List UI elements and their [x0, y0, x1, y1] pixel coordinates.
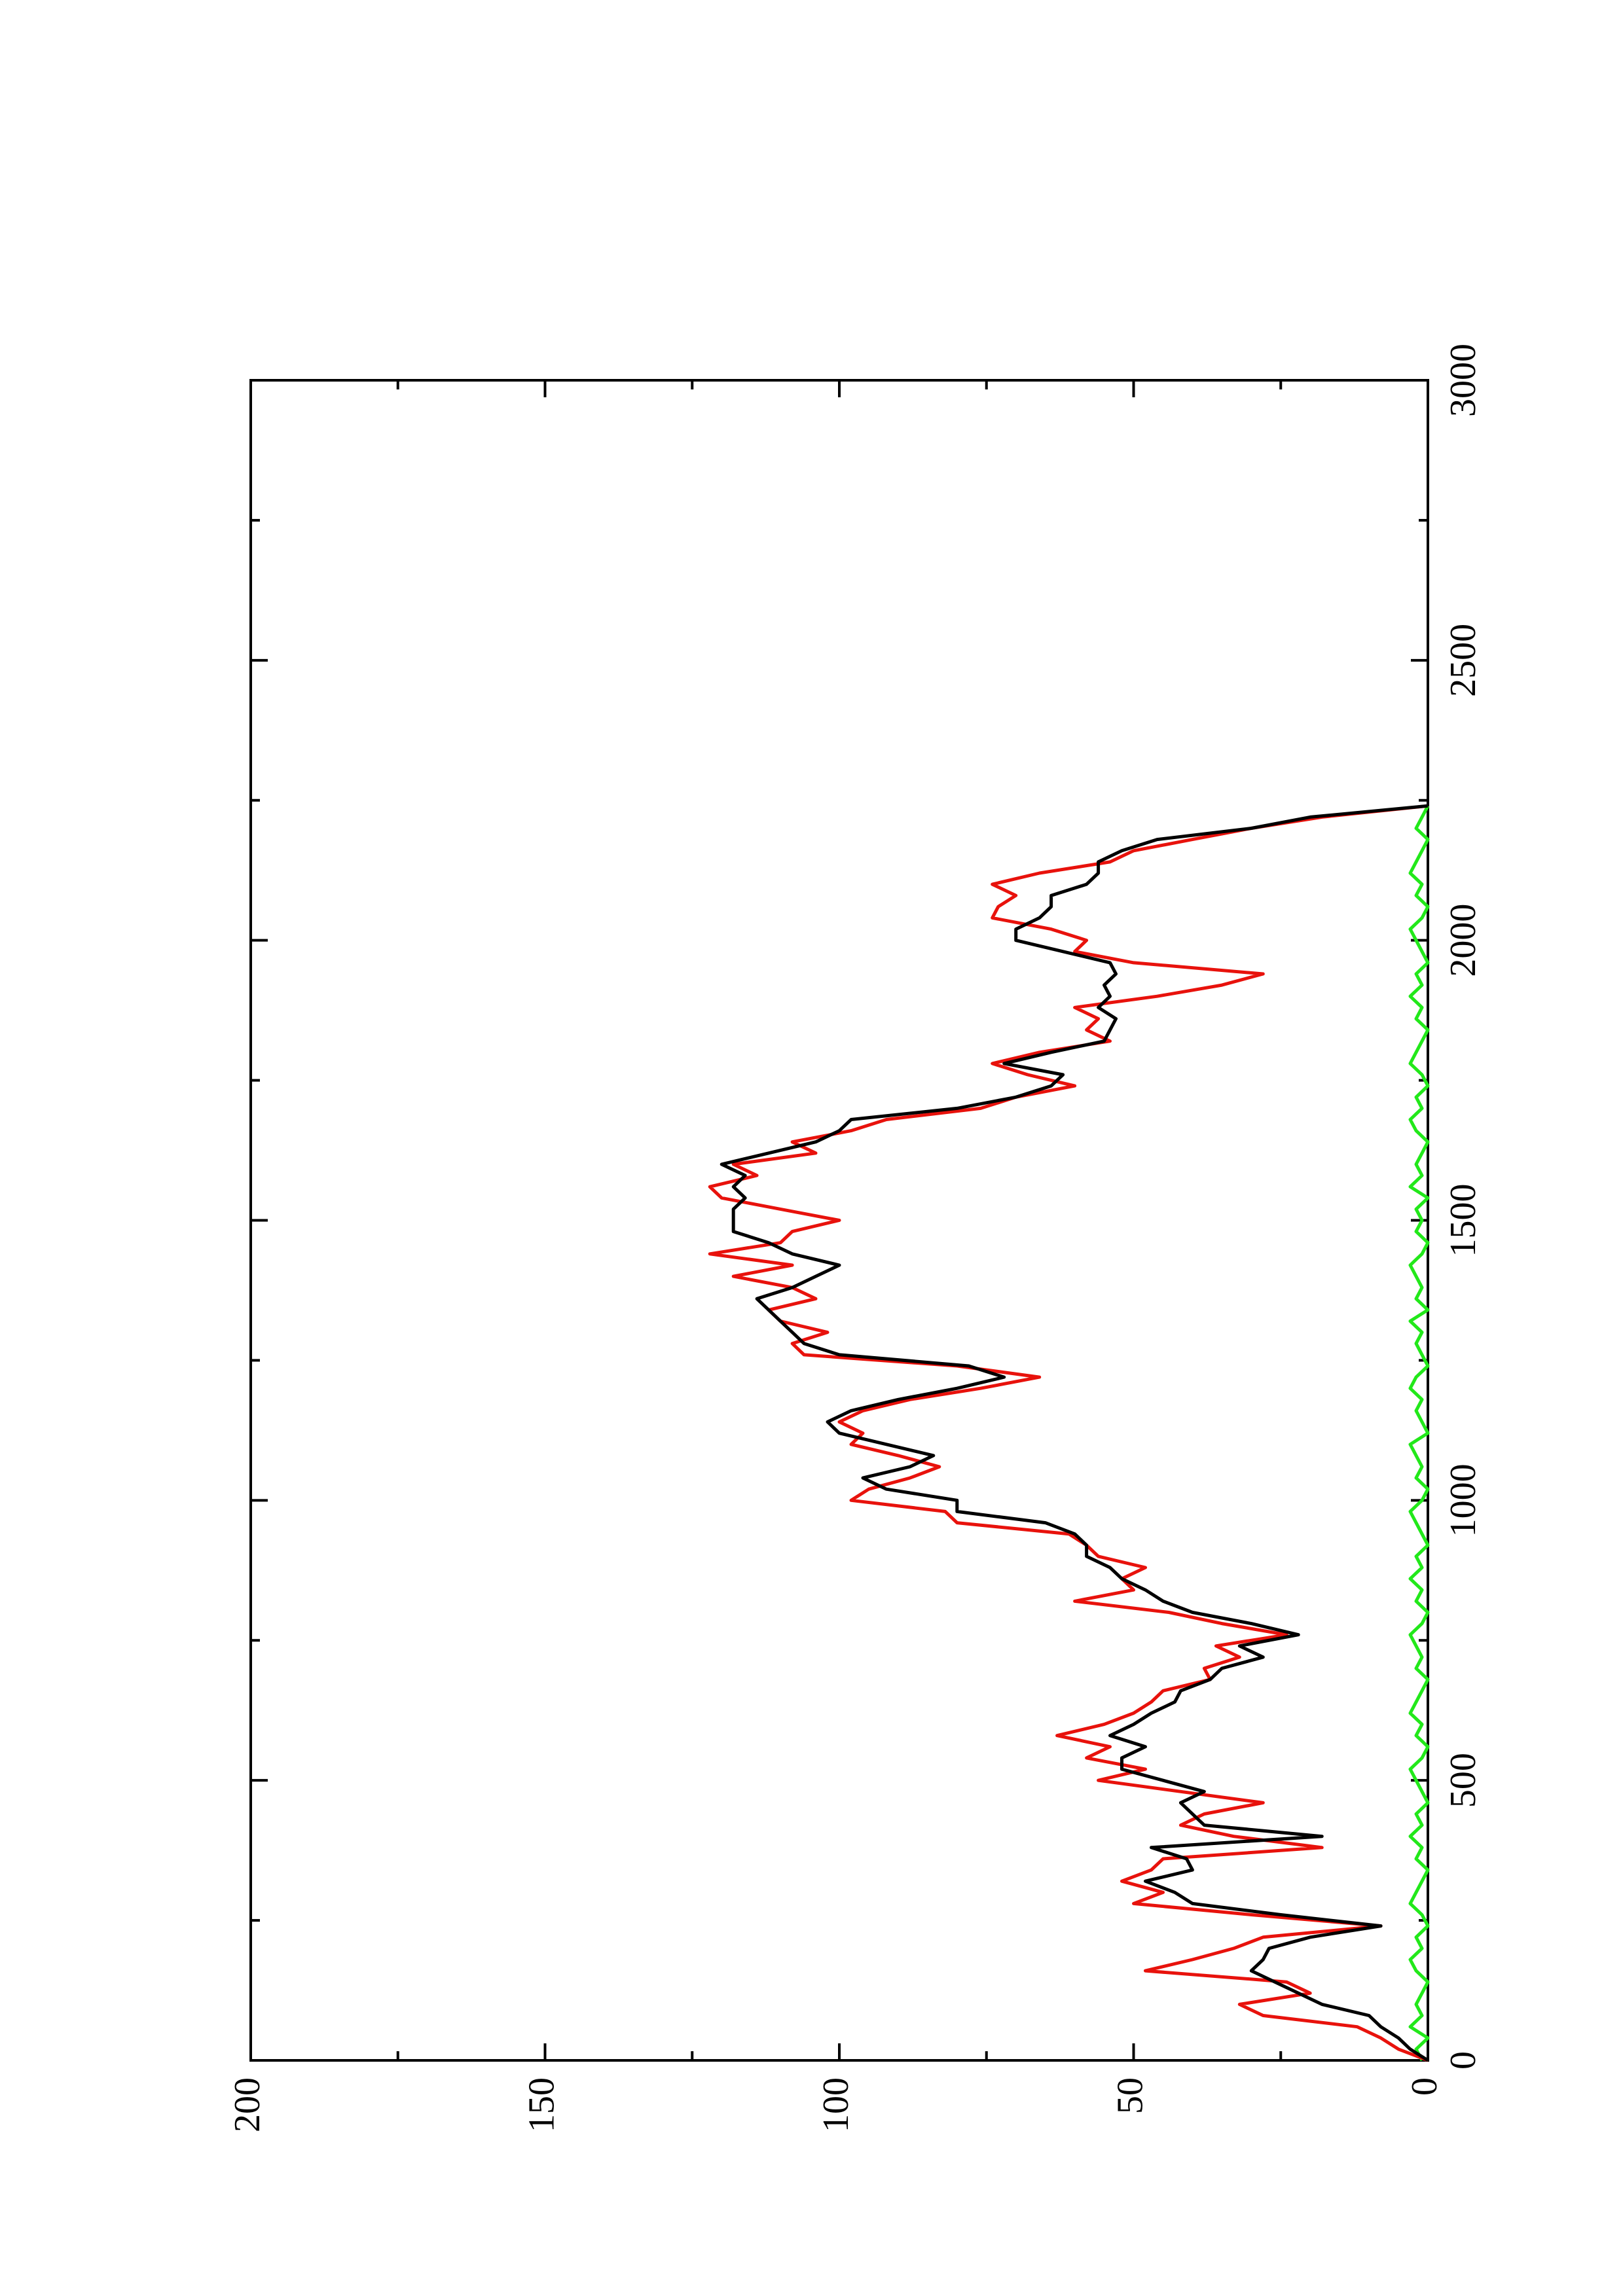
x-tick-label: 500 [1443, 1753, 1484, 1808]
x-tick-label: 2500 [1443, 624, 1484, 697]
x-tick-label: 0 [1443, 2051, 1484, 2070]
y-tick-label: 50 [1110, 2077, 1150, 2114]
y-tick-label: 150 [521, 2077, 562, 2132]
series-line [708, 804, 1429, 2062]
y-tick-label: 0 [1404, 2077, 1445, 2096]
y-tick-label: 100 [816, 2077, 856, 2132]
series-line [1408, 805, 1430, 2062]
series-line [720, 804, 1429, 2062]
x-tick-label: 1500 [1443, 1184, 1484, 1257]
x-tick-label: 3000 [1443, 344, 1484, 417]
y-tick-label: 200 [227, 2077, 268, 2132]
x-tick-label: 2000 [1443, 904, 1484, 977]
x-tick-label: 1000 [1443, 1463, 1484, 1537]
